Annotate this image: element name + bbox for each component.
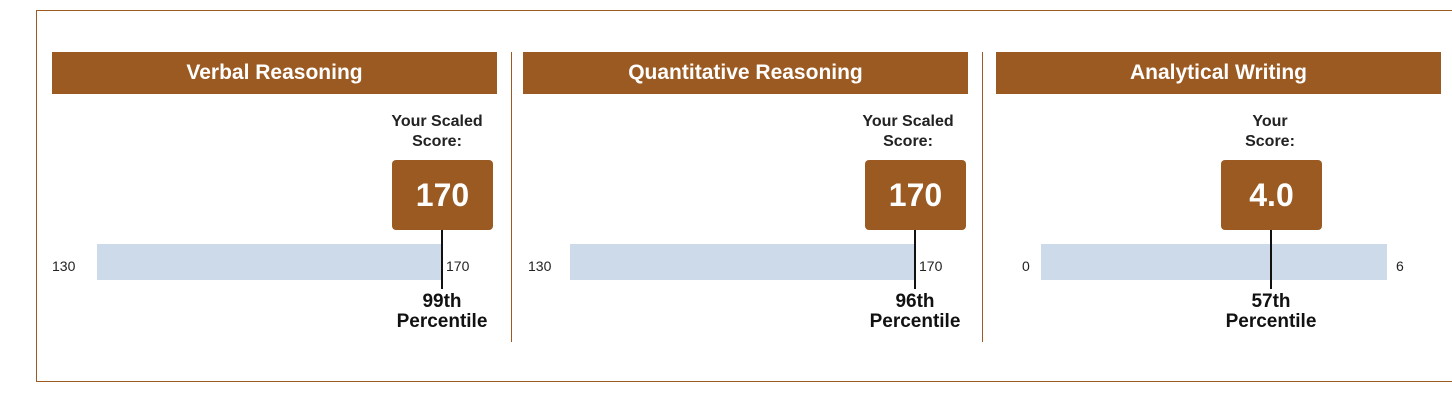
section-quantitative-reasoning: Quantitative Reasoning Your Scaled Score…: [523, 52, 968, 342]
percentile-value: 57th: [1251, 291, 1291, 312]
percentile-value: 99th: [422, 291, 462, 312]
percentile-word: Percentile: [396, 311, 488, 332]
scale-max-label: 170: [446, 258, 470, 274]
scale-min-label: 130: [52, 258, 76, 274]
score-box: 170: [865, 160, 966, 230]
section-divider: [982, 52, 983, 342]
section-verbal-reasoning: Verbal Reasoning Your Scaled Score: 170 …: [52, 52, 497, 342]
percentile-word: Percentile: [1225, 311, 1317, 332]
score-label-line2: Score:: [412, 133, 462, 150]
score-bar: [1041, 244, 1387, 280]
score-label: Your Score:: [1210, 112, 1330, 152]
score-box: 170: [392, 160, 493, 230]
score-bar: [570, 244, 915, 280]
score-box: 4.0: [1221, 160, 1322, 230]
score-label-line1: Your Scaled: [862, 113, 954, 130]
percentile-label: 57th Percentile: [1201, 292, 1341, 332]
score-label-line1: Your: [1252, 113, 1288, 130]
percentile-word: Percentile: [869, 311, 961, 332]
section-analytical-writing: Analytical Writing Your Score: 4.0 0 6 5…: [996, 52, 1441, 342]
score-marker: [914, 230, 916, 289]
scale-min-label: 130: [528, 258, 552, 274]
score-label: Your Scaled Score:: [377, 112, 497, 152]
section-header: Quantitative Reasoning: [523, 52, 968, 94]
score-label-line1: Your Scaled: [391, 113, 483, 130]
percentile-value: 96th: [895, 291, 935, 312]
score-marker: [1270, 230, 1272, 289]
scale-max-label: 6: [1396, 258, 1404, 274]
scale-max-label: 170: [919, 258, 943, 274]
score-report-frame: [36, 10, 1452, 382]
score-label-line2: Score:: [1245, 133, 1295, 150]
section-header: Verbal Reasoning: [52, 52, 497, 94]
percentile-label: 99th Percentile: [372, 292, 512, 332]
score-label: Your Scaled Score:: [848, 112, 968, 152]
percentile-label: 96th Percentile: [845, 292, 985, 332]
score-bar: [97, 244, 442, 280]
score-label-line2: Score:: [883, 133, 933, 150]
section-divider: [511, 52, 512, 342]
scale-min-label: 0: [1022, 258, 1030, 274]
score-marker: [441, 230, 443, 289]
section-header: Analytical Writing: [996, 52, 1441, 94]
